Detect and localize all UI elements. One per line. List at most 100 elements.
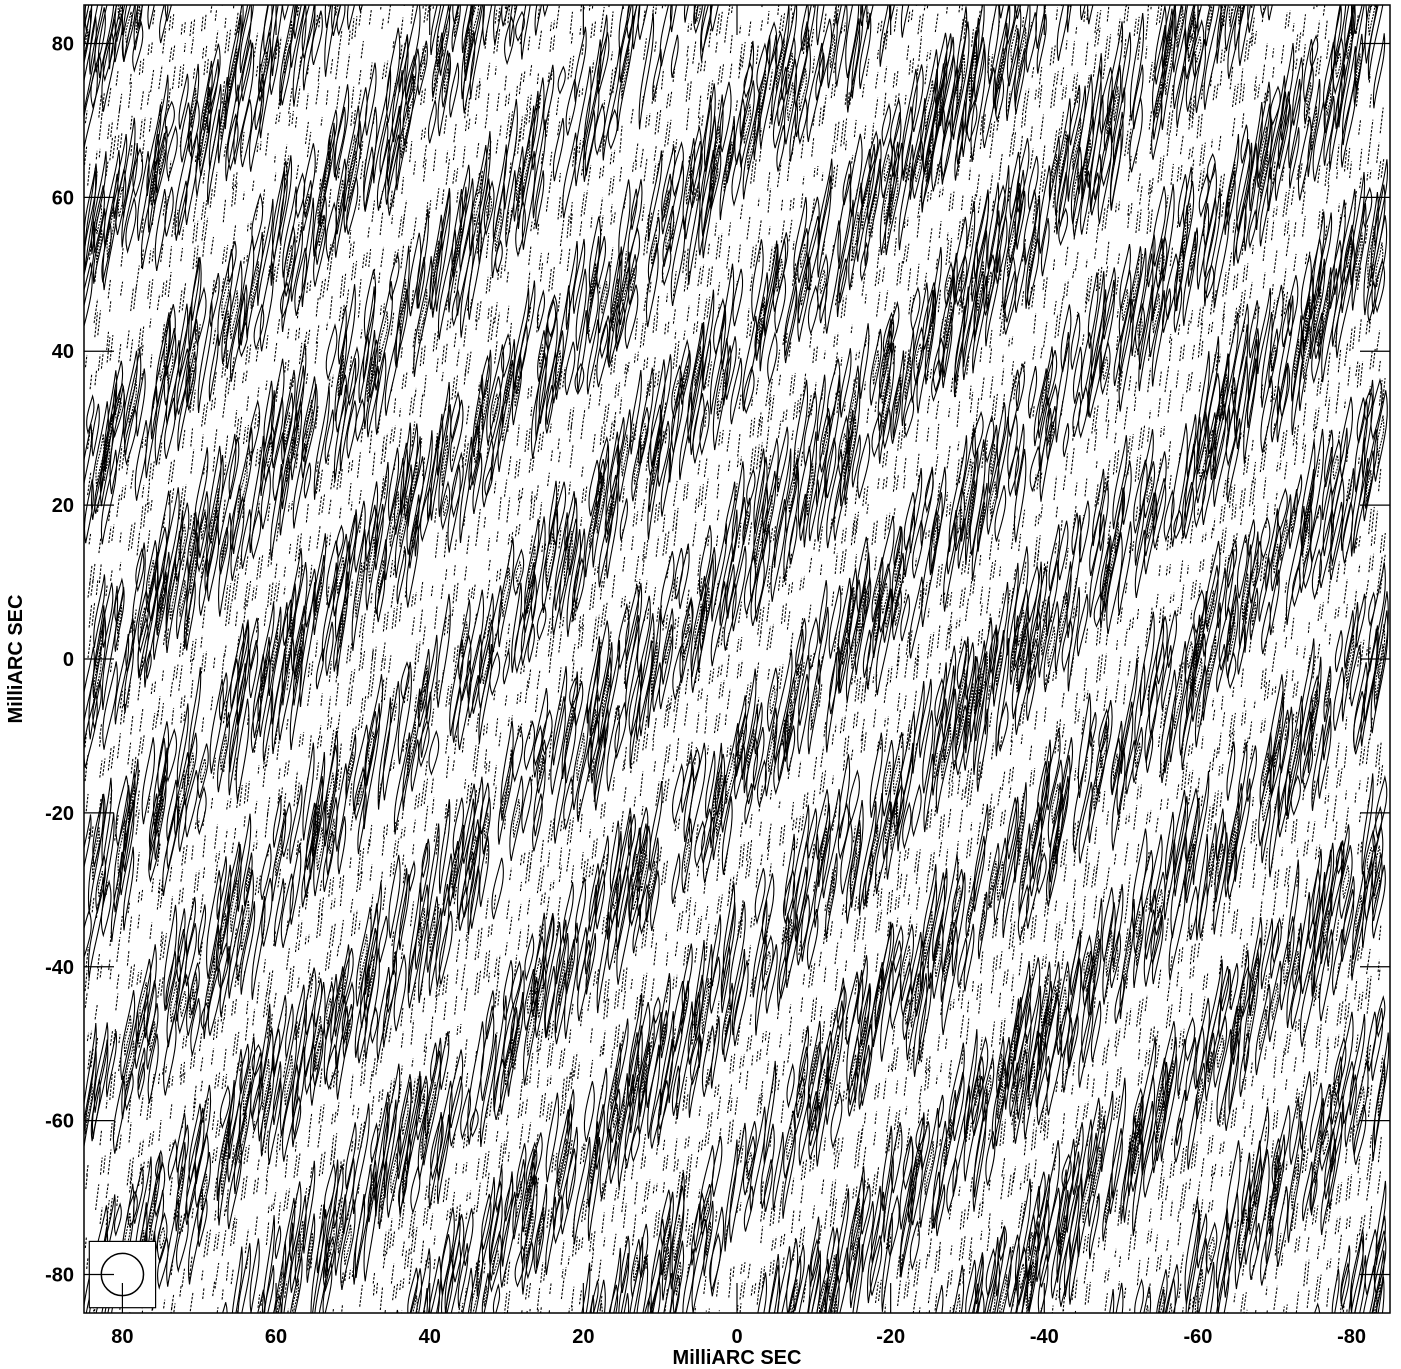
inner-contour [412,1295,418,1313]
negative-contour [410,5,414,24]
negative-contour [317,67,321,82]
negative-contour [392,39,395,48]
inner-contour [418,289,428,344]
positive-contour [133,1166,144,1224]
negative-contour [373,646,377,672]
negative-contour [296,782,300,805]
negative-contour [446,613,450,634]
negative-contour [465,1072,469,1087]
positive-contour [84,5,93,31]
negative-contour [284,1006,287,1016]
negative-contour [339,884,343,907]
negative-contour [277,1202,281,1224]
negative-contour [342,874,345,886]
inner-contour [261,51,268,83]
positive-contour [205,455,224,578]
negative-contour [486,578,491,599]
positive-contour [408,860,416,893]
negative-contour [243,582,249,609]
negative-contour [182,1035,185,1049]
negative-contour [192,19,196,35]
positive-contour [159,5,169,44]
negative-contour [244,555,249,575]
positive-contour [101,777,113,866]
negative-contour [305,503,309,523]
negative-contour [199,894,204,913]
positive-contour [409,1268,423,1313]
positive-contour [374,504,384,571]
positive-contour [145,540,158,613]
negative-contour [462,1132,466,1149]
negative-contour [139,118,143,140]
negative-contour [380,447,384,464]
positive-contour [153,74,169,173]
positive-contour [136,151,150,241]
positive-contour [431,32,444,98]
negative-contour [130,715,134,735]
negative-contour [372,1056,376,1077]
negative-contour [328,499,332,515]
positive-contour [445,1240,462,1313]
negative-contour [171,1076,174,1086]
positive-contour [176,703,189,788]
negative-contour [212,456,216,472]
negative-contour [265,380,268,391]
positive-contour [271,5,283,76]
negative-contour [349,781,353,806]
negative-contour [162,1066,165,1075]
positive-contour [427,1256,442,1313]
negative-contour [402,864,407,884]
positive-contour [113,1202,122,1237]
negative-contour [464,353,469,376]
positive-contour [438,799,451,894]
positive-contour [301,376,317,462]
negative-contour [331,877,335,895]
negative-contour [108,958,111,971]
negative-contour [160,976,164,996]
positive-contour [154,526,168,596]
positive-contour [248,73,265,172]
negative-contour [309,564,313,587]
positive-contour [259,5,273,92]
positive-contour [239,1043,250,1094]
positive-contour [457,1243,469,1309]
negative-contour [475,531,479,546]
negative-contour [179,137,182,148]
negative-contour [377,408,382,434]
positive-contour [311,10,323,66]
negative-contour [369,894,374,920]
negative-contour [342,1158,345,1174]
positive-contour [292,623,305,706]
negative-contour [147,796,151,813]
negative-contour [180,64,185,86]
positive-contour [326,1043,338,1091]
positive-contour [217,512,232,617]
contour-field [84,5,1390,1313]
negative-contour [133,609,137,631]
negative-contour [310,1257,313,1269]
negative-contour [297,1017,301,1038]
positive-contour [462,31,476,114]
positive-contour [233,42,255,165]
positive-contour [472,374,484,457]
positive-contour [428,730,440,776]
negative-contour [389,560,394,578]
negative-contour [230,1220,235,1246]
inner-contour [177,1166,184,1207]
negative-contour [167,88,171,111]
positive-contour [260,390,276,497]
positive-contour [173,752,190,838]
negative-contour [357,1123,363,1150]
negative-contour [360,848,365,874]
negative-contour [86,1163,89,1176]
negative-contour [249,221,252,230]
negative-contour [147,1159,150,1168]
negative-contour [422,457,426,477]
negative-contour [341,1272,344,1283]
negative-contour [200,653,205,674]
negative-contour [335,53,340,80]
negative-contour [200,434,204,451]
negative-contour [108,510,111,522]
negative-contour [286,948,290,970]
negative-contour [84,354,88,368]
